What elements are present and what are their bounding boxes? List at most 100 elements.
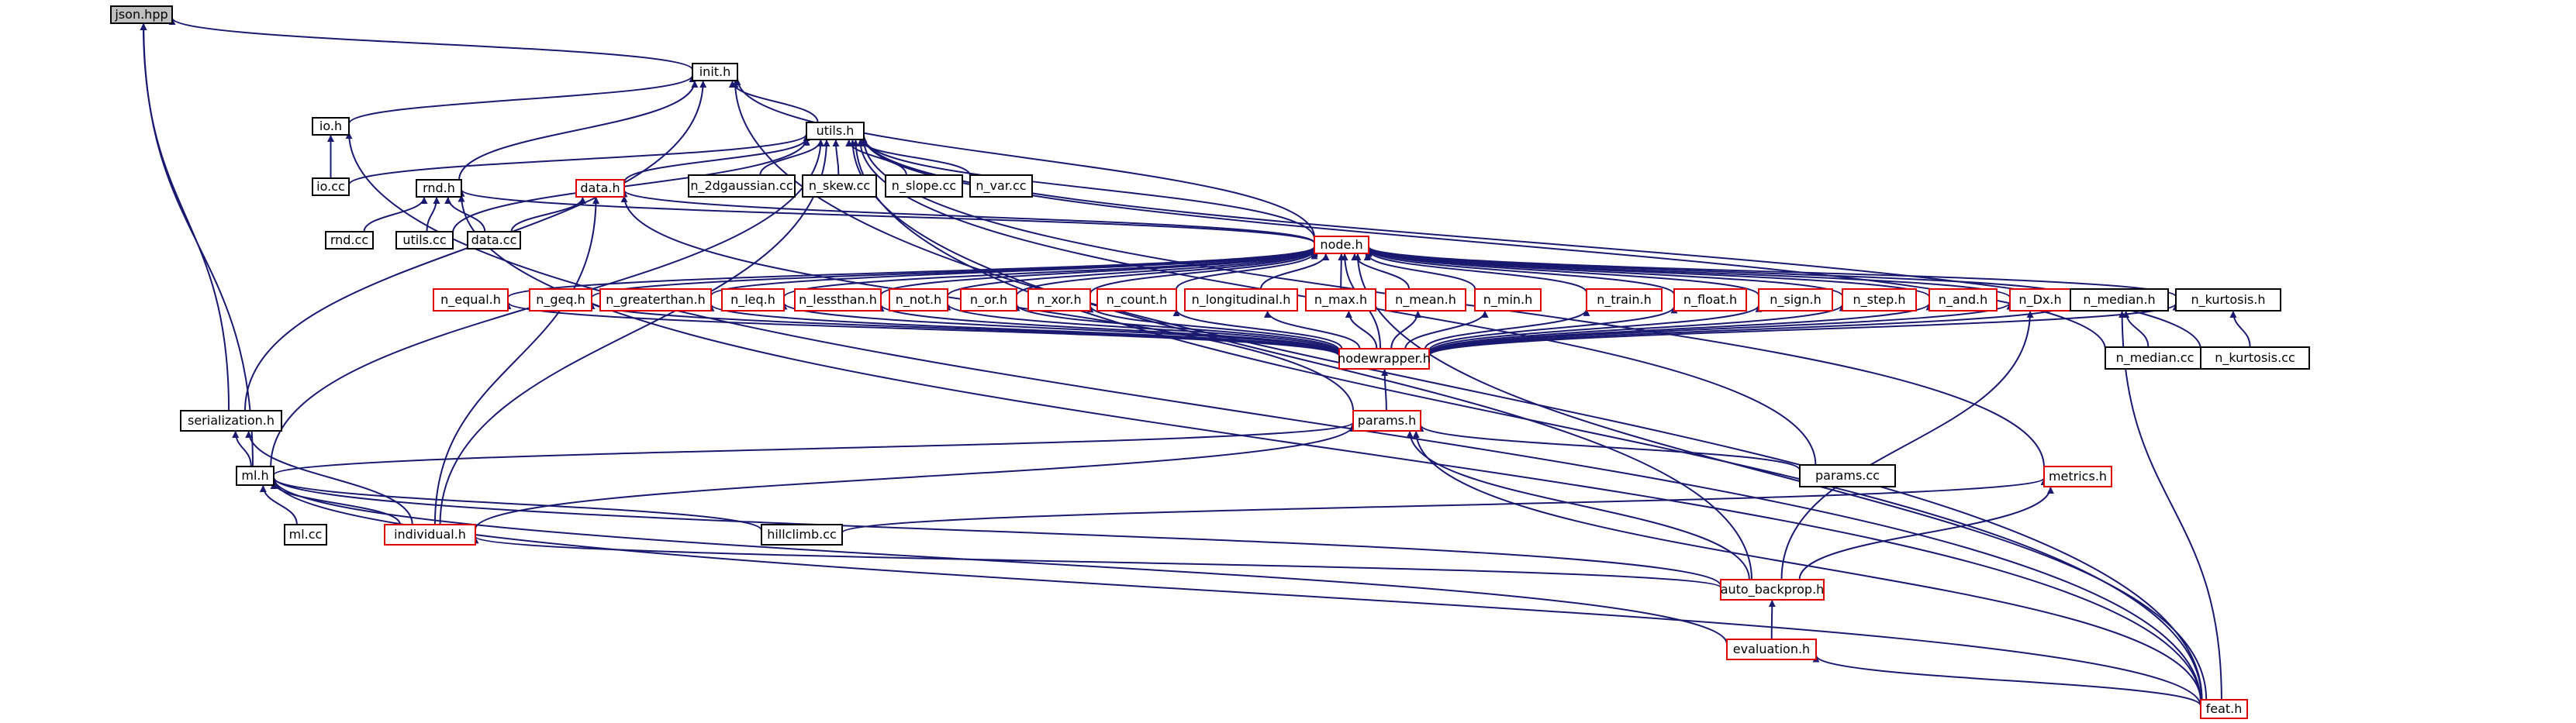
node-n-geq[interactable]: n_geq.h [529, 288, 592, 312]
node-data-h[interactable]: data.h [575, 179, 625, 198]
node-data-cc[interactable]: data.cc [467, 231, 521, 250]
node-n-and[interactable]: n_and.h [1929, 288, 1998, 312]
node-box[interactable] [885, 174, 963, 198]
node-io-cc[interactable]: io.cc [312, 177, 350, 196]
node-ml-h[interactable]: ml.h [236, 466, 275, 486]
node-box[interactable] [433, 288, 509, 312]
node-box[interactable] [794, 288, 882, 312]
node-n-count[interactable]: n_count.h [1096, 288, 1177, 312]
node-n-sign[interactable]: n_sign.h [1758, 288, 1833, 312]
node-box[interactable] [1027, 288, 1091, 312]
node-box[interactable] [1842, 288, 1917, 312]
node-box[interactable] [688, 174, 796, 198]
node-n-median-cc[interactable]: n_median.cc [2105, 346, 2205, 370]
node-params-h[interactable]: params.h [1352, 410, 1421, 432]
node-box[interactable] [1385, 288, 1466, 312]
node-box[interactable] [384, 524, 476, 546]
node-box[interactable] [2070, 288, 2169, 312]
node-box[interactable] [2175, 288, 2281, 312]
node-utils-h[interactable]: utils.h [806, 122, 865, 140]
node-box[interactable] [806, 122, 865, 140]
node-box[interactable] [1758, 288, 1833, 312]
node-init-h[interactable]: init.h [692, 63, 738, 81]
node-box[interactable] [599, 288, 712, 312]
node-box[interactable] [529, 288, 592, 312]
node-ml-cc[interactable]: ml.cc [284, 524, 327, 546]
node-box[interactable] [1474, 288, 1542, 312]
node-n-lessthan[interactable]: n_lessthan.h [794, 288, 882, 312]
node-n-min[interactable]: n_min.h [1474, 288, 1542, 312]
node-box[interactable] [1184, 288, 1298, 312]
node-n-greaterthan[interactable]: n_greaterthan.h [599, 288, 712, 312]
node-box[interactable] [1305, 288, 1376, 312]
node-box[interactable] [2200, 346, 2310, 370]
node-serialization-h[interactable]: serialization.h [180, 410, 282, 432]
node-individual-h[interactable]: individual.h [384, 524, 476, 546]
node-n-step[interactable]: n_step.h [1842, 288, 1917, 312]
node-n-var[interactable]: n_var.cc [969, 174, 1033, 198]
node-box[interactable] [2200, 699, 2248, 719]
node-rnd-cc[interactable]: rnd.cc [325, 231, 374, 250]
node-box[interactable] [575, 179, 625, 198]
node-box[interactable] [312, 177, 350, 196]
node-n-train[interactable]: n_train.h [1586, 288, 1663, 312]
node-box[interactable] [312, 117, 350, 136]
node-json-hpp[interactable]: json.hpp [110, 5, 173, 24]
node-nodewrapper-h[interactable]: nodewrapper.h [1338, 348, 1431, 370]
node-box[interactable] [1929, 288, 1998, 312]
node-box[interactable] [416, 179, 462, 198]
node-n-2dgaussian[interactable]: n_2dgaussian.cc [688, 174, 796, 198]
node-box[interactable] [395, 231, 454, 250]
node-box[interactable] [284, 524, 327, 546]
node-box[interactable] [1352, 410, 1421, 432]
node-n-not[interactable]: n_not.h [889, 288, 948, 312]
node-box[interactable] [960, 288, 1017, 312]
node-n-kurtosis-cc[interactable]: n_kurtosis.cc [2200, 346, 2310, 370]
node-n-or[interactable]: n_or.h [960, 288, 1017, 312]
node-n-float[interactable]: n_float.h [1673, 288, 1747, 312]
node-label: json.hpp [114, 7, 167, 22]
node-box[interactable] [1314, 236, 1369, 254]
node-n-slope[interactable]: n_slope.cc [885, 174, 963, 198]
node-box[interactable] [692, 63, 738, 81]
node-n-skew[interactable]: n_skew.cc [802, 174, 877, 198]
node-params-cc[interactable]: params.cc [1799, 464, 1896, 487]
node-n-max[interactable]: n_max.h [1305, 288, 1376, 312]
node-box[interactable] [969, 174, 1033, 198]
node-hillclimb-cc[interactable]: hillclimb.cc [761, 524, 843, 546]
node-box[interactable] [467, 231, 521, 250]
node-box[interactable] [1338, 348, 1430, 370]
node-box[interactable] [325, 231, 374, 250]
node-box[interactable] [110, 5, 173, 24]
node-box[interactable] [1673, 288, 1747, 312]
node-feat-h[interactable]: feat.h [2200, 699, 2248, 719]
node-box[interactable] [1726, 639, 1817, 660]
node-rnd-h[interactable]: rnd.h [416, 179, 462, 198]
node-box[interactable] [1586, 288, 1663, 312]
node-box[interactable] [1096, 288, 1177, 312]
node-n-mean[interactable]: n_mean.h [1385, 288, 1466, 312]
edge-io_h-to-init_h [348, 74, 696, 125]
node-box[interactable] [802, 174, 877, 198]
node-n-equal[interactable]: n_equal.h [433, 288, 509, 312]
node-utils-cc[interactable]: utils.cc [395, 231, 454, 250]
node-box[interactable] [889, 288, 948, 312]
node-box[interactable] [1720, 579, 1825, 601]
node-n-leq[interactable]: n_leq.h [721, 288, 785, 312]
node-n-dx[interactable]: n_Dx.h [2009, 288, 2071, 312]
node-box[interactable] [761, 524, 843, 546]
node-evaluation-h[interactable]: evaluation.h [1726, 639, 1817, 660]
node-box[interactable] [2043, 466, 2112, 487]
node-n-longitudinal[interactable]: n_longitudinal.h [1184, 288, 1298, 312]
node-n-kurtosis-h[interactable]: n_kurtosis.h [2175, 288, 2281, 312]
node-box[interactable] [236, 466, 275, 486]
node-metrics-h[interactable]: metrics.h [2043, 466, 2112, 487]
node-n-median-h[interactable]: n_median.h [2070, 288, 2169, 312]
node-n-xor[interactable]: n_xor.h [1027, 288, 1091, 312]
node-box[interactable] [1799, 464, 1896, 487]
node-auto-backprop-h[interactable]: auto_backprop.h [1720, 579, 1825, 601]
node-io-h[interactable]: io.h [312, 117, 350, 136]
node-node-h[interactable]: node.h [1314, 236, 1369, 254]
node-box[interactable] [180, 410, 282, 432]
node-box[interactable] [721, 288, 785, 312]
